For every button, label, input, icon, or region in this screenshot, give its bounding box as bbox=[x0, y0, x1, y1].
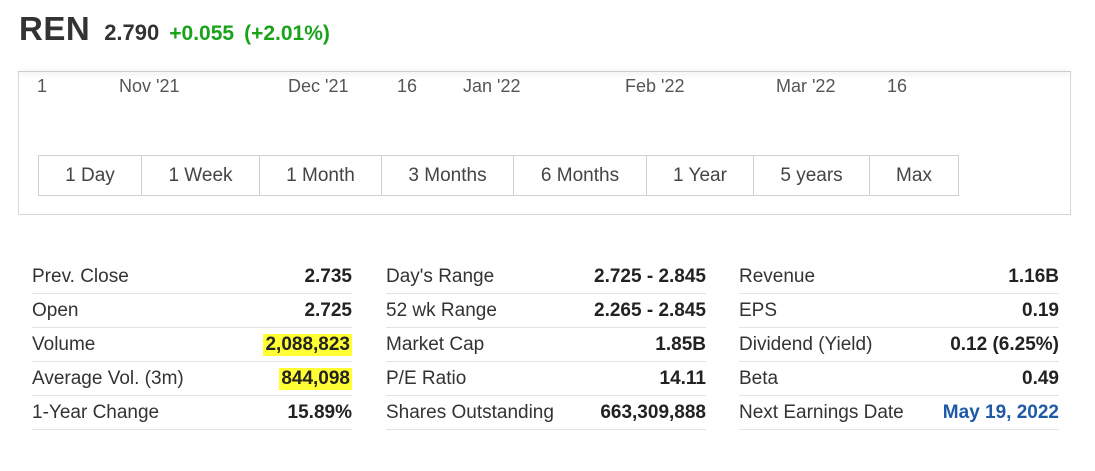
quote-header: REN 2.790 +0.055 (+2.01%) bbox=[19, 10, 330, 50]
stat-value: 0.19 bbox=[1022, 300, 1059, 321]
stats-column-3: Revenue 1.16B EPS 0.19 Dividend (Yield) … bbox=[739, 260, 1059, 430]
stat-row-shares-outstanding: Shares Outstanding 663,309,888 bbox=[386, 396, 706, 430]
stat-label: 1-Year Change bbox=[32, 402, 160, 423]
stat-value-highlighted: 2,088,823 bbox=[263, 334, 352, 356]
stat-row-open: Open 2.725 bbox=[32, 294, 352, 328]
stat-label: Dividend (Yield) bbox=[739, 334, 873, 355]
stat-row-eps: EPS 0.19 bbox=[739, 294, 1059, 328]
stat-value-highlighted: 844,098 bbox=[279, 368, 352, 390]
stat-label: P/E Ratio bbox=[386, 368, 467, 389]
stat-label: 52 wk Range bbox=[386, 300, 497, 321]
stat-row-next-earnings-date: Next Earnings Date May 19, 2022 bbox=[739, 396, 1059, 430]
price-change: +0.055 bbox=[169, 22, 235, 45]
range-button-max[interactable]: Max bbox=[870, 156, 958, 195]
chart-x-tick: 16 bbox=[397, 76, 418, 96]
stat-value: 2.725 - 2.845 bbox=[594, 266, 706, 287]
stat-row-market-cap: Market Cap 1.85B bbox=[386, 328, 706, 362]
stat-value: 1.16B bbox=[1008, 266, 1059, 287]
stats-column-2: Day's Range 2.725 - 2.845 52 wk Range 2.… bbox=[386, 260, 706, 430]
stat-row-pe-ratio: P/E Ratio 14.11 bbox=[386, 362, 706, 396]
ticker-symbol: REN bbox=[19, 10, 91, 47]
stat-label: Next Earnings Date bbox=[739, 402, 904, 423]
stat-label: Beta bbox=[739, 368, 779, 389]
range-button-3-months[interactable]: 3 Months bbox=[382, 156, 514, 195]
stat-value: 0.49 bbox=[1022, 368, 1059, 389]
stat-label: EPS bbox=[739, 300, 778, 321]
stat-row-beta: Beta 0.49 bbox=[739, 362, 1059, 396]
stat-row-revenue: Revenue 1.16B bbox=[739, 260, 1059, 294]
range-button-1-week[interactable]: 1 Week bbox=[142, 156, 260, 195]
stat-value: 0.12 (6.25%) bbox=[950, 334, 1059, 355]
stat-label: Volume bbox=[32, 334, 96, 355]
stat-label: Prev. Close bbox=[32, 266, 129, 287]
stat-row-volume: Volume 2,088,823 bbox=[32, 328, 352, 362]
range-button-5-years[interactable]: 5 years bbox=[754, 156, 870, 195]
stat-value: 14.11 bbox=[659, 368, 707, 389]
time-range-selector: 1 Day 1 Week 1 Month 3 Months 6 Months 1… bbox=[38, 155, 959, 196]
chart-x-tick: Mar '22 bbox=[776, 76, 836, 96]
stat-row-average-volume: Average Vol. (3m) 844,098 bbox=[32, 362, 352, 396]
price-change-percent: (+2.01%) bbox=[244, 22, 330, 45]
stat-value: 15.89% bbox=[287, 402, 352, 423]
last-price: 2.790 bbox=[104, 20, 160, 45]
next-earnings-date-link[interactable]: May 19, 2022 bbox=[942, 402, 1059, 423]
chart-x-tick: Nov '21 bbox=[119, 76, 180, 96]
stat-value: 1.85B bbox=[655, 334, 706, 355]
stat-row-dividend-yield: Dividend (Yield) 0.12 (6.25%) bbox=[739, 328, 1059, 362]
range-button-1-month[interactable]: 1 Month bbox=[260, 156, 382, 195]
chart-x-tick: Dec '21 bbox=[288, 76, 349, 96]
range-button-1-day[interactable]: 1 Day bbox=[39, 156, 142, 195]
stat-value: 2.725 bbox=[304, 300, 352, 321]
chart-x-tick: 16 bbox=[887, 76, 908, 96]
stat-label: Open bbox=[32, 300, 79, 321]
stats-column-1: Prev. Close 2.735 Open 2.725 Volume 2,08… bbox=[32, 260, 352, 430]
chart-x-tick: 1 bbox=[37, 76, 48, 96]
stat-row-52wk-range: 52 wk Range 2.265 - 2.845 bbox=[386, 294, 706, 328]
stat-label: Day's Range bbox=[386, 266, 495, 287]
stat-row-1-year-change: 1-Year Change 15.89% bbox=[32, 396, 352, 430]
stat-value: 2.265 - 2.845 bbox=[594, 300, 706, 321]
stat-label: Revenue bbox=[739, 266, 816, 287]
stat-row-days-range: Day's Range 2.725 - 2.845 bbox=[386, 260, 706, 294]
range-button-6-months[interactable]: 6 Months bbox=[514, 156, 647, 195]
chart-x-tick: Jan '22 bbox=[463, 76, 521, 96]
chart-x-tick: Feb '22 bbox=[625, 76, 685, 96]
stat-value: 663,309,888 bbox=[600, 402, 706, 423]
price-chart-panel: 1 Nov '21 Dec '21 16 Jan '22 Feb '22 Mar… bbox=[18, 71, 1071, 215]
stat-value: 2.735 bbox=[304, 266, 352, 287]
stat-label: Shares Outstanding bbox=[386, 402, 554, 423]
range-button-1-year[interactable]: 1 Year bbox=[647, 156, 754, 195]
stat-label: Market Cap bbox=[386, 334, 485, 355]
stat-label: Average Vol. (3m) bbox=[32, 368, 184, 389]
stat-row-prev-close: Prev. Close 2.735 bbox=[32, 260, 352, 294]
